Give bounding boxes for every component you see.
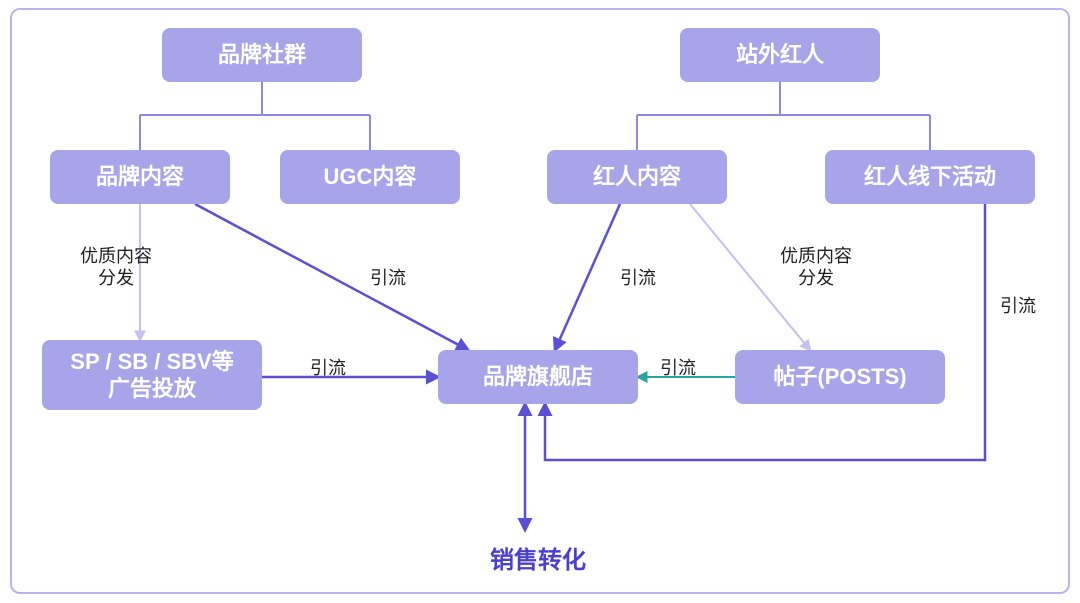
node-ad_placement: SP / SB / SBV等 广告投放 — [42, 340, 262, 410]
edge-label-drain_ad: 引流 — [310, 358, 346, 380]
edge-label-quality_dist_left: 优质内容 分发 — [80, 246, 152, 289]
diagram-frame — [10, 8, 1070, 594]
edge-label-drain_posts: 引流 — [660, 358, 696, 380]
sales-conversion-label: 销售转化 — [438, 540, 638, 575]
edge-label-quality_dist_right: 优质内容 分发 — [780, 246, 852, 289]
node-kol_offline: 红人线下活动 — [825, 150, 1035, 204]
node-external_kol: 站外红人 — [680, 28, 880, 82]
node-posts: 帖子(POSTS) — [735, 350, 945, 404]
edge-label-drain_kol: 引流 — [620, 268, 656, 290]
edge-label-drain_brand: 引流 — [370, 268, 406, 290]
node-brand_content: 品牌内容 — [50, 150, 230, 204]
node-flagship_store: 品牌旗舰店 — [438, 350, 638, 404]
node-kol_content: 红人内容 — [547, 150, 727, 204]
node-ugc_content: UGC内容 — [280, 150, 460, 204]
node-brand_community: 品牌社群 — [162, 28, 362, 82]
edge-label-drain_offline: 引流 — [1000, 296, 1036, 318]
